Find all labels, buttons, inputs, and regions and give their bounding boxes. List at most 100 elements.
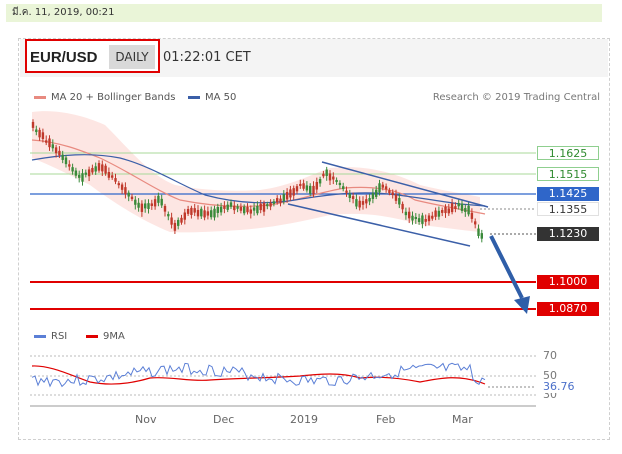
candle-body xyxy=(279,198,282,203)
candle-body xyxy=(348,193,351,199)
candle-body xyxy=(84,172,87,175)
candle-body xyxy=(137,202,140,208)
candle-body xyxy=(312,185,315,195)
candle-body xyxy=(427,215,431,222)
x-label-mar: Mar xyxy=(452,413,473,426)
candle-body xyxy=(210,210,213,218)
candle-body xyxy=(282,194,285,202)
candle-body xyxy=(266,204,269,207)
candle-body xyxy=(163,205,167,212)
rsi-level-70: 70 xyxy=(543,349,557,362)
candle-body xyxy=(186,209,190,214)
candle-body xyxy=(375,189,378,197)
candle-body xyxy=(173,222,177,231)
candle-body xyxy=(464,208,467,212)
candle-body xyxy=(183,212,186,220)
candle-body xyxy=(78,174,81,178)
candle-body xyxy=(447,208,450,214)
candle-body xyxy=(150,203,153,206)
candle-body xyxy=(239,207,243,211)
candle-body xyxy=(101,164,104,172)
candle-body xyxy=(48,138,51,148)
ma20-label: MA 20 + Bollinger Bands xyxy=(51,92,176,103)
candle-body xyxy=(243,206,246,214)
candle-body xyxy=(226,204,229,210)
candle-body xyxy=(467,205,470,215)
candle-body xyxy=(342,186,345,190)
candle-body xyxy=(305,185,309,191)
candle-body xyxy=(206,211,210,216)
candle-body xyxy=(233,205,236,211)
candle-body xyxy=(236,206,239,209)
candle-body xyxy=(153,199,157,207)
x-label-2019: 2019 xyxy=(290,413,318,426)
candle-body xyxy=(104,165,107,174)
legend-rsi: RSI xyxy=(34,331,67,342)
candle-body xyxy=(68,164,71,167)
candle-body xyxy=(61,154,64,160)
candle-body xyxy=(338,182,342,186)
candle-body xyxy=(120,184,124,190)
candle-body xyxy=(127,192,130,197)
candle-body xyxy=(71,167,74,172)
level-label-0870: 1.0870 xyxy=(537,302,599,316)
candle-body xyxy=(394,194,398,201)
level-label-1355: 1.1355 xyxy=(537,202,599,216)
candle-body xyxy=(404,211,408,216)
candle-body xyxy=(309,185,312,194)
level-label-1625: 1.1625 xyxy=(537,146,599,160)
channel-upper-line xyxy=(321,161,489,208)
candle-body xyxy=(315,182,318,190)
rsi-label: RSI xyxy=(51,331,68,342)
candle-body xyxy=(216,206,219,213)
candle-body xyxy=(45,140,48,143)
ma9-label: 9MA xyxy=(103,331,125,342)
candles-group xyxy=(31,119,483,243)
timestamp-text: มี.ค. 11, 2019, 00:21 xyxy=(12,7,115,18)
candle-body xyxy=(134,199,137,205)
candle-body xyxy=(454,206,457,209)
candle-body xyxy=(381,184,384,188)
candle-body xyxy=(97,163,101,171)
candle-body xyxy=(144,203,147,209)
rsi-level-50: 50 xyxy=(543,369,557,382)
timeframe-button[interactable]: DAILY xyxy=(109,45,155,69)
candle-body xyxy=(421,215,424,224)
candle-body xyxy=(252,207,256,211)
projection-arrow-line xyxy=(489,235,524,299)
candle-body xyxy=(434,210,437,217)
candle-body xyxy=(259,203,262,211)
candle-body xyxy=(431,215,434,219)
candle-body xyxy=(246,207,249,213)
ma9-swatch xyxy=(86,334,98,338)
candle-body xyxy=(31,121,35,128)
candle-body xyxy=(223,205,226,209)
candle-body xyxy=(441,210,444,213)
candle-body xyxy=(398,198,401,205)
candle-body xyxy=(94,166,97,172)
candle-body xyxy=(190,207,193,215)
x-label-nov: Nov xyxy=(135,413,157,426)
chart-time: 01:22:01 CET xyxy=(163,50,251,65)
candle-body xyxy=(460,203,464,211)
candle-body xyxy=(229,202,233,207)
ma50-line xyxy=(31,154,486,207)
timestamp-bar: มี.ค. 11, 2019, 00:21 xyxy=(6,4,602,22)
candle-body xyxy=(444,206,447,214)
ma50-swatch xyxy=(188,95,200,99)
candle-body xyxy=(276,198,279,203)
candle-body xyxy=(140,203,144,212)
candle-body xyxy=(302,183,305,189)
candle-body xyxy=(355,199,358,207)
candle-body xyxy=(219,206,223,213)
candle-body xyxy=(361,201,365,205)
candle-body xyxy=(318,179,322,184)
candle-body xyxy=(401,203,404,210)
candle-body xyxy=(203,210,206,218)
candle-body xyxy=(180,217,183,223)
level-label-1230: 1.1230 xyxy=(537,227,599,241)
level-label-1100: 1.1000 xyxy=(537,275,599,289)
candle-body xyxy=(51,144,54,149)
candle-body xyxy=(322,173,325,177)
